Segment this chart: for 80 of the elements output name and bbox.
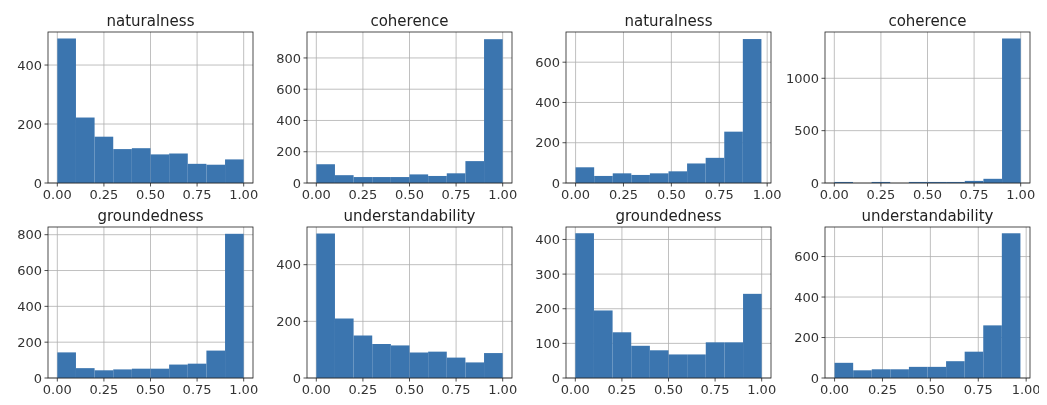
x-tick-label: 0.50 bbox=[395, 187, 424, 202]
chart-title: understandability bbox=[343, 207, 476, 225]
x-tick-label: 0.00 bbox=[42, 382, 72, 397]
y-tick-label: 0 bbox=[551, 175, 560, 191]
x-tick-label: 0.00 bbox=[561, 187, 591, 202]
x-tick-label: 0.25 bbox=[866, 187, 896, 202]
x-tick-label: 0.25 bbox=[348, 187, 378, 202]
y-tick-label: 200 bbox=[794, 330, 819, 346]
x-tick-label: 0.50 bbox=[915, 382, 945, 397]
y-tick-label: 200 bbox=[276, 144, 301, 160]
y-tick-label: 600 bbox=[276, 81, 301, 97]
x-tick-label: 1.00 bbox=[229, 382, 259, 397]
y-tick-label: 400 bbox=[535, 232, 560, 248]
chart-title: naturalness bbox=[624, 12, 713, 30]
chart-title: naturalness bbox=[106, 12, 195, 30]
x-tick-label: 0.75 bbox=[441, 187, 471, 202]
x-tick-label: 0.00 bbox=[301, 382, 331, 397]
y-tick-label: 0 bbox=[33, 175, 42, 191]
x-tick-label: 1.00 bbox=[229, 187, 259, 202]
x-tick-label: 0.75 bbox=[704, 187, 734, 202]
y-tick-label: 400 bbox=[276, 257, 301, 273]
y-tick-label: 400 bbox=[276, 113, 301, 129]
y-tick-label: 800 bbox=[17, 227, 42, 243]
x-tick-label: 0.25 bbox=[348, 382, 378, 397]
x-tick-label: 0.25 bbox=[609, 187, 638, 202]
y-tick-label: 400 bbox=[17, 57, 42, 73]
y-tick-label: 0 bbox=[33, 370, 42, 386]
x-tick-label: 0.00 bbox=[820, 382, 850, 397]
chart-title: coherence bbox=[370, 12, 449, 30]
x-tick-label: 1.00 bbox=[488, 187, 518, 202]
chart-title: understandability bbox=[861, 207, 994, 225]
y-tick-label: 0 bbox=[810, 370, 819, 386]
x-tick-label: 0.50 bbox=[395, 382, 424, 397]
x-tick-label: 0.50 bbox=[654, 382, 683, 397]
x-tick-label: 0.75 bbox=[182, 187, 212, 202]
x-tick-label: 0.75 bbox=[963, 382, 993, 397]
y-tick-label: 300 bbox=[535, 266, 560, 282]
y-tick-label: 400 bbox=[17, 298, 42, 314]
x-tick-label: 0.75 bbox=[700, 382, 730, 397]
y-tick-label: 0 bbox=[810, 175, 819, 191]
y-tick-label: 800 bbox=[276, 50, 301, 66]
y-tick-label: 200 bbox=[17, 334, 42, 350]
y-tick-label: 400 bbox=[794, 289, 819, 305]
chart-title: groundedness bbox=[97, 207, 204, 225]
y-tick-label: 0 bbox=[292, 175, 301, 191]
x-tick-label: 0.50 bbox=[913, 187, 942, 202]
y-tick-label: 400 bbox=[535, 95, 560, 111]
x-tick-label: 0.25 bbox=[89, 382, 119, 397]
x-tick-label: 1.00 bbox=[747, 382, 777, 397]
x-tick-label: 0.00 bbox=[42, 187, 72, 202]
x-tick-label: 1.00 bbox=[488, 382, 518, 397]
y-tick-label: 200 bbox=[535, 301, 560, 317]
chart-title: coherence bbox=[888, 12, 967, 30]
y-tick-label: 100 bbox=[535, 335, 560, 351]
y-tick-label: 200 bbox=[17, 116, 42, 132]
y-tick-label: 0 bbox=[292, 370, 301, 386]
x-tick-label: 0.00 bbox=[819, 187, 849, 202]
y-tick-label: 200 bbox=[535, 135, 560, 151]
x-tick-label: 0.25 bbox=[868, 382, 897, 397]
y-tick-label: 0 bbox=[551, 370, 560, 386]
x-tick-label: 0.50 bbox=[136, 187, 165, 202]
chart-title: groundedness bbox=[615, 207, 722, 225]
y-tick-label: 600 bbox=[794, 249, 819, 265]
x-tick-label: 0.25 bbox=[607, 382, 637, 397]
x-tick-label: 1.00 bbox=[1006, 187, 1036, 202]
x-tick-label: 0.50 bbox=[136, 382, 165, 397]
x-tick-label: 1.00 bbox=[752, 187, 782, 202]
y-tick-label: 1000 bbox=[785, 70, 819, 86]
x-tick-label: 1.00 bbox=[1011, 382, 1041, 397]
y-tick-label: 600 bbox=[535, 54, 560, 70]
y-tick-label: 200 bbox=[276, 313, 301, 329]
x-tick-label: 0.75 bbox=[959, 187, 989, 202]
x-tick-label: 0.50 bbox=[656, 187, 686, 202]
x-tick-label: 0.75 bbox=[182, 382, 212, 397]
x-tick-label: 0.25 bbox=[89, 187, 119, 202]
x-tick-label: 0.00 bbox=[560, 382, 590, 397]
y-tick-label: 500 bbox=[794, 123, 819, 139]
y-tick-label: 600 bbox=[17, 263, 42, 279]
x-tick-label: 0.00 bbox=[301, 187, 331, 202]
x-tick-label: 0.75 bbox=[441, 382, 471, 397]
